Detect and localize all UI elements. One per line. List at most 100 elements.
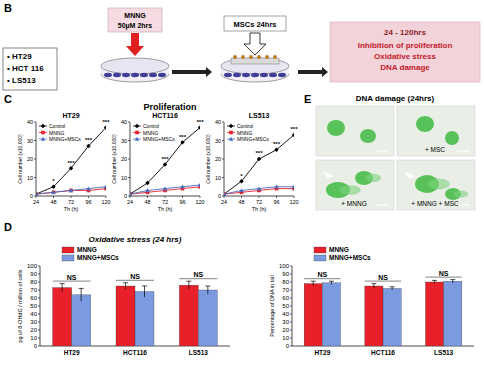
y-tick [34, 122, 36, 123]
dish [221, 58, 289, 74]
panel-label: C [4, 93, 12, 105]
y-tick-label: 100 [279, 263, 290, 269]
cell [104, 73, 112, 77]
comet-tail [365, 174, 381, 182]
data-point [36, 192, 38, 196]
data-point [51, 185, 55, 189]
error-bar [186, 281, 191, 289]
outcome-item: Inhibition of proliferation [358, 41, 453, 50]
y-tick-label: 90 [282, 271, 289, 277]
data-point [198, 183, 200, 187]
error-cap [371, 283, 376, 284]
y-tick [128, 140, 130, 141]
data-point [257, 157, 261, 161]
bar [322, 283, 340, 346]
bar [304, 284, 322, 346]
msc [273, 55, 277, 59]
data-point [274, 185, 278, 189]
error-bar [371, 284, 376, 289]
y-tick [290, 346, 292, 347]
y-tick-label: 10 [215, 175, 221, 181]
legend-marker [135, 131, 139, 135]
x-axis-label: Th (h) [64, 206, 79, 212]
panel-label: D [4, 221, 12, 233]
error-bar [329, 281, 334, 284]
cell [140, 73, 148, 77]
significance: NS [193, 271, 203, 278]
y-tick [222, 177, 224, 178]
error-bar [450, 280, 455, 283]
y-tick-label: 20 [282, 327, 289, 333]
scale-bar [457, 204, 470, 205]
x-tick [71, 196, 72, 198]
y-tick [128, 177, 130, 178]
y-tick [290, 322, 292, 323]
y-tick [290, 266, 292, 267]
significance: *** [179, 134, 187, 140]
legend-marker [135, 137, 139, 141]
y-tick-label: 60 [30, 295, 37, 301]
dish [101, 58, 169, 74]
x-tick [294, 196, 295, 198]
scale-bar [457, 150, 470, 151]
x-tick-label: 24 [127, 199, 133, 205]
y-tick [38, 282, 40, 283]
x-tick-label: 120 [101, 199, 110, 205]
y-tick [290, 298, 292, 299]
image-label: + MNNG [341, 200, 366, 207]
legend-label: MNNG+MSCs [237, 136, 269, 142]
cell [158, 73, 166, 77]
x-tick-label: 72 [256, 199, 262, 205]
legend-marker [41, 124, 45, 128]
significance: *** [273, 141, 281, 147]
y-tick [38, 306, 40, 307]
legend-label: MNNG+MSCs [77, 254, 119, 261]
comet-image [316, 160, 394, 210]
plot-area [130, 125, 200, 196]
x-tick-label: 48 [144, 199, 150, 205]
cell [131, 73, 139, 77]
y-axis-label: Percentage of DNA in tail [269, 275, 275, 336]
x-tick [259, 196, 260, 198]
transwell [231, 58, 279, 64]
y-tick [222, 159, 224, 160]
error-bar [390, 287, 395, 290]
error-line [331, 281, 332, 284]
data-point [104, 185, 106, 189]
significance-bracket [116, 280, 154, 281]
error-cap [79, 288, 84, 289]
bar [179, 285, 198, 346]
cell [149, 73, 157, 77]
legend-label: Control [49, 123, 65, 129]
y-tick-label: 70 [282, 287, 289, 293]
cell [251, 73, 259, 77]
y-tick-label: 80 [30, 279, 37, 285]
comet-image [397, 160, 475, 210]
cell-line: • HT29 [7, 52, 32, 61]
msc [233, 55, 237, 59]
x-tick [147, 196, 148, 198]
error-line [434, 280, 435, 283]
legend-swatch [314, 247, 326, 253]
cell [278, 73, 286, 77]
series-line [130, 128, 200, 195]
data-point [86, 144, 90, 148]
data-point [69, 188, 73, 192]
error-line [452, 280, 453, 283]
msc [265, 55, 269, 59]
y-tick-label: 40 [27, 119, 33, 125]
legend-marker [41, 131, 45, 135]
significance: NS [67, 274, 77, 281]
y-tick [290, 330, 292, 331]
chart-title: LS513 [249, 112, 270, 119]
pointer [405, 172, 414, 178]
figure: BCDE• HT29• HCT 116• LS513MNNG50µM 2hrsM… [0, 0, 484, 369]
significance: *** [67, 160, 75, 166]
significance: NS [130, 273, 140, 280]
data-point [69, 166, 73, 170]
bar-chart: 0102030405060708090100Percentage of DNA … [269, 246, 474, 356]
legend-marker [229, 124, 233, 128]
y-tick-label: 20 [215, 156, 221, 162]
legend-label: Control [143, 123, 159, 129]
error-line [207, 286, 208, 294]
